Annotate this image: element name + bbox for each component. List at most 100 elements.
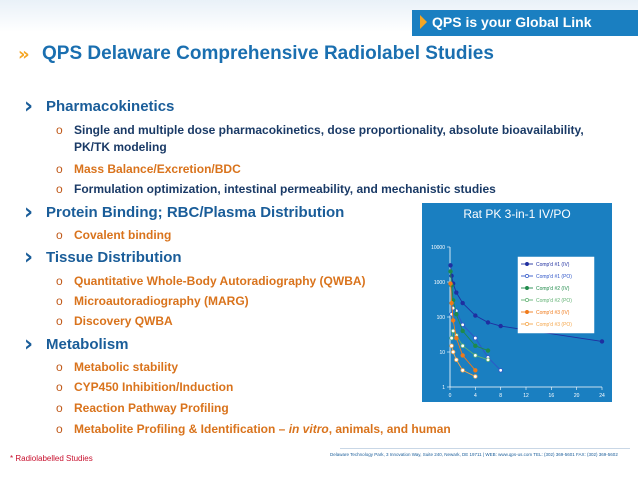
- legend-marker: [525, 310, 529, 314]
- legend-marker: [525, 322, 529, 326]
- list-item-text-part: Metabolite Profiling & Identification –: [74, 422, 289, 436]
- data-point: [454, 290, 459, 295]
- data-point: [450, 349, 456, 355]
- data-point: [448, 269, 453, 274]
- data-point: [460, 353, 465, 358]
- data-point: [454, 357, 459, 362]
- list-item-text: Single and multiple dose pharmacokinetic…: [74, 123, 584, 137]
- x-tick-label: 20: [574, 393, 580, 399]
- data-point: [473, 368, 478, 373]
- data-point: [460, 343, 465, 349]
- bullet-marker-icon: o: [56, 314, 63, 328]
- list-item-text: Formulation optimization, intestinal per…: [74, 182, 496, 196]
- y-tick-label: 1: [442, 385, 445, 391]
- data-point: [460, 328, 465, 334]
- tagline-banner: QPS is your Global Link: [412, 10, 638, 36]
- x-tick-label: 24: [599, 393, 605, 399]
- y-tick-label: 10: [439, 350, 445, 356]
- x-tick-label: 0: [449, 393, 452, 399]
- list-item-text-part: in vitro: [288, 422, 329, 436]
- bullet-marker-icon: o: [56, 401, 63, 415]
- legend-marker: [525, 274, 529, 278]
- data-point: [498, 323, 503, 329]
- data-point: [449, 300, 454, 306]
- bullet-marker-icon: o: [56, 274, 63, 288]
- bullet-marker-icon: o: [56, 228, 63, 242]
- data-point: [449, 335, 454, 341]
- data-point: [460, 322, 465, 327]
- legend-entry: Comp'd #3 (IV): [536, 310, 570, 316]
- data-point: [454, 312, 459, 317]
- data-point: [454, 335, 459, 341]
- chart-panel: Rat PK 3-in-1 IV/PO 1 10 100 1000 10000 0 4 8 12…: [422, 203, 612, 402]
- legend-marker: [525, 298, 529, 302]
- legend-marker: [525, 286, 529, 290]
- bullet-marker-icon: o: [56, 422, 63, 436]
- data-point: [448, 281, 453, 286]
- tagline-text: QPS is your Global Link: [432, 14, 592, 30]
- legend-entry: Comp'd #2 (PO): [536, 298, 572, 304]
- footer-address: Delaware Technology Park, 3 Innovation W…: [330, 452, 618, 457]
- data-point: [473, 374, 478, 379]
- double-chevron-icon: »: [18, 44, 30, 65]
- legend-marker: [525, 262, 529, 266]
- data-point: [485, 348, 491, 353]
- x-tick-label: 4: [474, 393, 477, 399]
- list-item-text: Metabolic stability: [74, 360, 179, 374]
- section-heading: Protein Binding; RBC/Plasma Distribution: [46, 204, 345, 221]
- series-line: [450, 283, 476, 371]
- data-point: [599, 339, 605, 344]
- legend-box: [517, 256, 595, 334]
- data-point: [473, 343, 478, 349]
- data-point: [473, 335, 478, 341]
- list-item-text: PK/TK modeling: [74, 140, 167, 154]
- list-item-text: Microautoradiography (MARG): [74, 294, 249, 308]
- section-heading: Tissue Distribution: [46, 249, 182, 266]
- section-chevron-icon: ›: [24, 332, 34, 357]
- data-point: [473, 313, 478, 318]
- arrow-right-icon: [420, 15, 427, 29]
- bullet-marker-icon: o: [56, 294, 63, 308]
- bullet-marker-icon: o: [56, 162, 63, 176]
- data-point: [449, 343, 454, 349]
- y-tick-label: 10000: [431, 245, 445, 251]
- data-point: [460, 368, 465, 373]
- footnote: * Radiolabelled Studies: [10, 454, 93, 463]
- data-point: [450, 318, 456, 323]
- section-chevron-icon: ›: [24, 200, 34, 225]
- x-tick-label: 12: [523, 393, 529, 399]
- chart-title: Rat PK 3-in-1 IV/PO: [463, 207, 571, 221]
- legend-entry: Comp'd #3 (PO): [536, 322, 572, 328]
- page-title: QPS Delaware Comprehensive Radiolabel St…: [42, 43, 494, 64]
- bullet-marker-icon: o: [56, 123, 63, 137]
- list-item-text: CYP450 Inhibition/Induction: [74, 380, 234, 394]
- section-heading: Metabolism: [46, 336, 129, 353]
- list-item-text: Mass Balance/Excretion/BDC: [74, 162, 241, 176]
- bullet-marker-icon: o: [56, 380, 63, 394]
- x-tick-label: 8: [499, 393, 502, 399]
- list-item-text: Reaction Pathway Profiling: [74, 401, 229, 415]
- list-item-text: Metabolite Profiling & Identification – …: [74, 422, 451, 436]
- y-tick-label: 100: [437, 315, 446, 321]
- list-item-text: Quantitative Whole-Body Autoradiography …: [74, 274, 366, 288]
- list-item-text-part: , animals, and human: [328, 422, 451, 436]
- legend-entry: Comp'd #2 (IV): [536, 286, 570, 292]
- bullet-marker-icon: o: [56, 182, 63, 196]
- footer-divider: [340, 448, 630, 449]
- section-chevron-icon: ›: [24, 245, 34, 270]
- data-point: [448, 263, 453, 268]
- data-point: [473, 353, 478, 358]
- pk-chart: 1 10 100 1000 10000 0 4 8 12 16 20 24 Comp'd #1 (IV)…: [431, 245, 605, 399]
- y-tick-label: 1000: [434, 280, 445, 286]
- section-chevron-icon: ›: [24, 94, 34, 119]
- data-point: [460, 300, 465, 306]
- data-point: [485, 357, 491, 362]
- list-item-text: Covalent binding: [74, 228, 172, 242]
- x-tick-label: 16: [549, 393, 555, 399]
- data-point: [498, 368, 503, 373]
- section-heading: Pharmacokinetics: [46, 98, 175, 115]
- legend-entry: Comp'd #1 (IV): [536, 262, 570, 268]
- bullet-marker-icon: o: [56, 360, 63, 374]
- data-point: [485, 320, 491, 325]
- list-item-text: Discovery QWBA: [74, 314, 173, 328]
